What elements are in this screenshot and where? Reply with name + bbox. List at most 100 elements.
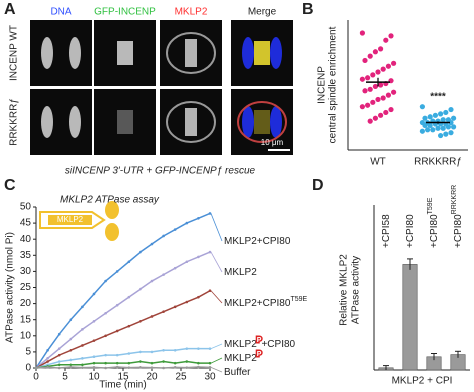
data-point xyxy=(388,33,394,39)
channel-label: MKLP2 xyxy=(175,7,208,18)
channel-label: Merge xyxy=(248,7,277,18)
chromatin xyxy=(270,37,282,69)
series-point xyxy=(127,366,131,369)
series-point xyxy=(115,353,119,357)
series-line xyxy=(35,360,210,369)
data-point xyxy=(448,119,454,126)
legend-label: MKLP2+CPI80 xyxy=(224,236,291,247)
series-point xyxy=(57,353,61,357)
series-point xyxy=(57,360,61,363)
data-point xyxy=(422,122,428,129)
series-point xyxy=(81,357,84,360)
series-point xyxy=(150,350,154,354)
series-point xyxy=(92,361,96,365)
series-point xyxy=(115,303,119,307)
series-point xyxy=(173,366,177,369)
series-point xyxy=(162,234,165,238)
series-point xyxy=(197,216,200,220)
data-point xyxy=(445,124,451,130)
scale-bar-label: 10 μm xyxy=(261,138,284,147)
series-point xyxy=(185,360,189,363)
series-point xyxy=(104,311,107,315)
y-tick-label: 40 xyxy=(20,234,32,245)
series-point xyxy=(127,324,131,328)
series-point xyxy=(92,339,96,342)
data-point xyxy=(383,37,389,43)
legend-label-part: +CPI80 xyxy=(261,339,295,350)
legend-label-badge: P xyxy=(257,337,262,344)
label-leader xyxy=(210,290,223,304)
x-axis-label: MKLP2 + CPI xyxy=(392,376,453,387)
x-tick-label: 20 xyxy=(146,372,158,383)
row-label: RRKKRRƒ xyxy=(9,98,20,146)
series-point xyxy=(57,332,61,336)
category-label: +CPI80 xyxy=(405,214,416,248)
series-point xyxy=(208,347,212,350)
data-point xyxy=(375,69,381,75)
x-tick-label: 0 xyxy=(33,372,39,383)
legend-label-part: MKLP2 xyxy=(224,339,257,350)
data-point xyxy=(451,115,457,121)
row-label: INCENP WT xyxy=(9,25,20,81)
data-point xyxy=(372,49,378,55)
data-point xyxy=(372,83,378,90)
series-point xyxy=(150,315,154,318)
category-label: +CPI58 xyxy=(381,214,392,248)
micrograph xyxy=(94,89,156,155)
spindle xyxy=(254,110,270,134)
series-point xyxy=(127,260,131,264)
series-point xyxy=(104,361,107,365)
series-line xyxy=(35,290,211,369)
series-point xyxy=(104,334,107,338)
series-point xyxy=(34,366,38,370)
series-point xyxy=(57,347,61,350)
series-point xyxy=(150,361,154,365)
series-line xyxy=(35,212,211,369)
y-tick-label: 10 xyxy=(20,330,32,341)
data-point xyxy=(378,82,384,88)
y-tick-label: 0 xyxy=(25,363,31,374)
cell-outline xyxy=(166,32,216,74)
chromatin xyxy=(242,37,254,69)
legend-label-part: MKLP2 xyxy=(224,353,257,364)
legend-label-part: MKLP2 xyxy=(224,267,257,278)
series-point xyxy=(115,270,119,273)
series-point xyxy=(162,273,165,276)
data-point xyxy=(372,115,378,121)
legend-label-badge: P xyxy=(257,351,262,358)
data-point xyxy=(443,131,449,137)
data-point xyxy=(419,128,425,134)
cell-outline xyxy=(166,101,216,143)
data-point xyxy=(359,30,365,36)
series-point xyxy=(208,212,212,215)
chromatin xyxy=(69,106,81,138)
series-point xyxy=(139,350,142,354)
series-point xyxy=(208,289,212,293)
series-point xyxy=(139,320,142,323)
data-point xyxy=(448,130,454,136)
series-point xyxy=(104,366,107,370)
series-line xyxy=(35,251,211,369)
series-point xyxy=(57,366,61,370)
data-point xyxy=(365,75,371,81)
panel-label: D xyxy=(312,177,324,194)
data-point xyxy=(425,127,431,133)
series-point xyxy=(208,361,212,365)
x-tick-label: WT xyxy=(370,157,386,168)
series-point xyxy=(69,358,73,362)
spindle xyxy=(117,41,133,65)
series-line xyxy=(35,347,210,369)
x-tick-label: 10 xyxy=(88,372,100,383)
data-point xyxy=(451,124,457,130)
cartoon-label: MKLP2 xyxy=(57,215,84,224)
category-label-part: +CPI80 xyxy=(453,214,464,248)
data-point xyxy=(367,53,373,59)
series-point xyxy=(162,366,165,370)
series-point xyxy=(115,329,119,333)
series-point xyxy=(139,250,142,254)
y-axis-label: central spindle enrichment xyxy=(328,26,339,143)
series-point xyxy=(127,295,131,299)
series-point xyxy=(173,348,177,352)
series-point xyxy=(81,363,84,367)
